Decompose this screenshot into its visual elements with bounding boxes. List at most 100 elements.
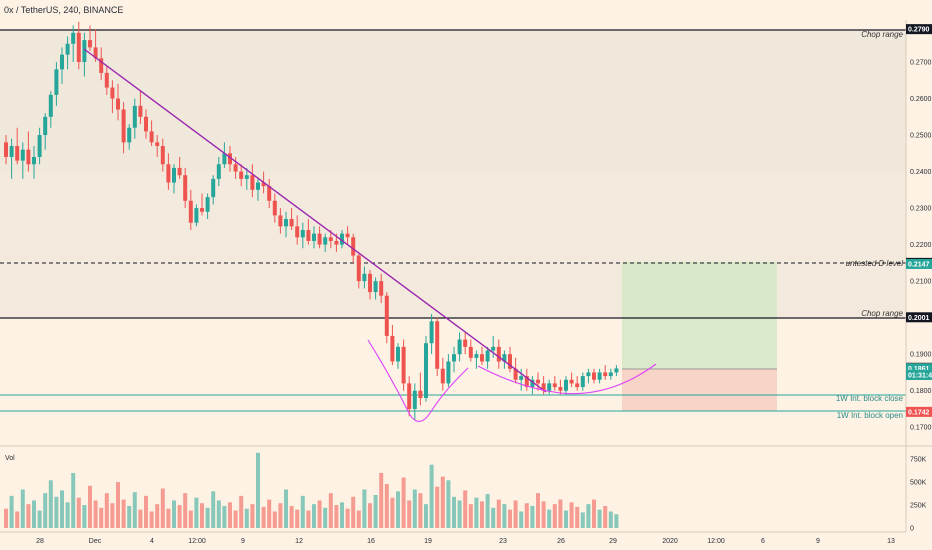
volume-bar [502, 504, 507, 528]
candle-body [340, 233, 344, 245]
volume-bar [351, 496, 356, 528]
price-tag-label: 0.2790 [908, 27, 930, 34]
volume-bar [508, 509, 512, 528]
volume-bar [155, 504, 160, 528]
candle-body [351, 237, 356, 256]
target-zone [622, 262, 777, 369]
candle-body [569, 379, 574, 384]
candle-body [373, 281, 378, 293]
time-tick-label: 28 [36, 538, 44, 545]
candle-body [121, 109, 126, 143]
candle-body [289, 219, 294, 227]
candle-body [160, 146, 165, 165]
volume-bar [328, 493, 333, 528]
volume-bar [110, 503, 115, 528]
candle-body [60, 54, 64, 70]
volume-bar [172, 500, 176, 528]
volume-bar [278, 503, 283, 528]
price-tick-label: 0.1900 [910, 352, 932, 359]
price-tag-label: 0.1742 [908, 409, 930, 416]
volume-bar [132, 492, 137, 528]
candle-body [536, 379, 540, 384]
candle-body [110, 87, 115, 99]
volume-bar [71, 472, 76, 528]
candle-body [597, 372, 602, 380]
untested-d-level-label: untested D level [846, 259, 904, 268]
candle-body [205, 197, 210, 212]
time-tick-label: 9 [241, 538, 245, 545]
volume-bar [496, 499, 501, 528]
volume-bar [194, 497, 199, 528]
volume-bar [183, 493, 188, 528]
volume-bar [603, 505, 608, 528]
volume-bar [317, 500, 322, 528]
candle-body [468, 346, 473, 358]
candle-body [368, 273, 372, 293]
candle-body [138, 105, 143, 117]
candle-body [586, 372, 591, 377]
volume-bar [200, 503, 204, 528]
price-tag-label: 01:31:46 [908, 372, 932, 379]
volume-bar [418, 493, 423, 528]
price-tick-label: 0.2500 [910, 133, 932, 140]
candle-body [300, 230, 305, 238]
candle-body [524, 376, 529, 388]
volume-tick-label: 500K [910, 480, 927, 487]
price-tag-label: 0.2001 [908, 315, 930, 322]
time-tick-label: 13 [887, 538, 895, 545]
volume-bar [26, 504, 31, 528]
volume-bar [547, 509, 552, 528]
price-tags: 0.27900.21500.21470.20010.18630.186101:3… [906, 24, 932, 417]
candle-body [345, 233, 350, 238]
volume-bar [368, 503, 372, 528]
price-tick-label: 0.2200 [910, 242, 932, 249]
volume-bar [37, 510, 42, 528]
candle-body [412, 390, 417, 409]
volume-bar [446, 480, 451, 528]
candle-body [396, 346, 400, 362]
candle-body [233, 164, 238, 172]
candle-body [541, 383, 546, 391]
price-tick-label: 0.1800 [910, 388, 932, 395]
time-axis: 28 Dec 4 12:00 9 12 16 19 23 26 29 2020 12:00 6 9 13 [36, 538, 895, 545]
volume-bar [144, 495, 148, 528]
volume-bar [300, 495, 305, 528]
volume-bar [93, 500, 98, 528]
volume-bar [20, 489, 25, 528]
volume-bar [54, 496, 59, 528]
volume-bar [127, 505, 132, 528]
volume-tick-label: 250K [910, 503, 927, 510]
volume-bar [429, 464, 434, 528]
volume-bar [244, 508, 249, 528]
volume-bar [256, 452, 260, 528]
volume-bar [379, 472, 384, 528]
volume-bar [205, 507, 210, 528]
candle-body [491, 346, 496, 351]
candle-body [356, 255, 361, 282]
candle-body [446, 361, 451, 384]
candle-body [592, 372, 596, 380]
volume-label: Vol [5, 455, 15, 462]
block-open-label: 1W Int. block open [837, 411, 903, 420]
candle-body [614, 368, 619, 373]
volume-bar [491, 507, 496, 528]
volume-bar [82, 505, 87, 528]
candle-body [295, 226, 300, 238]
volume-bar [334, 505, 339, 528]
volume-bar [407, 500, 412, 528]
chop-range-bottom-label: Chop range [861, 309, 903, 318]
candle-body [183, 175, 188, 201]
volume-bar [457, 500, 462, 528]
volume-bar [569, 502, 574, 528]
candle-body [48, 94, 53, 117]
volume-bar [468, 504, 473, 528]
candle-body [452, 354, 456, 362]
candle-body [312, 233, 316, 241]
volume-bar [4, 508, 8, 528]
volume-bar [608, 511, 613, 528]
candle-body [401, 346, 406, 384]
price-tag-label: 0.2147 [908, 261, 930, 268]
candle-body [558, 387, 563, 391]
candle-body [284, 219, 288, 227]
